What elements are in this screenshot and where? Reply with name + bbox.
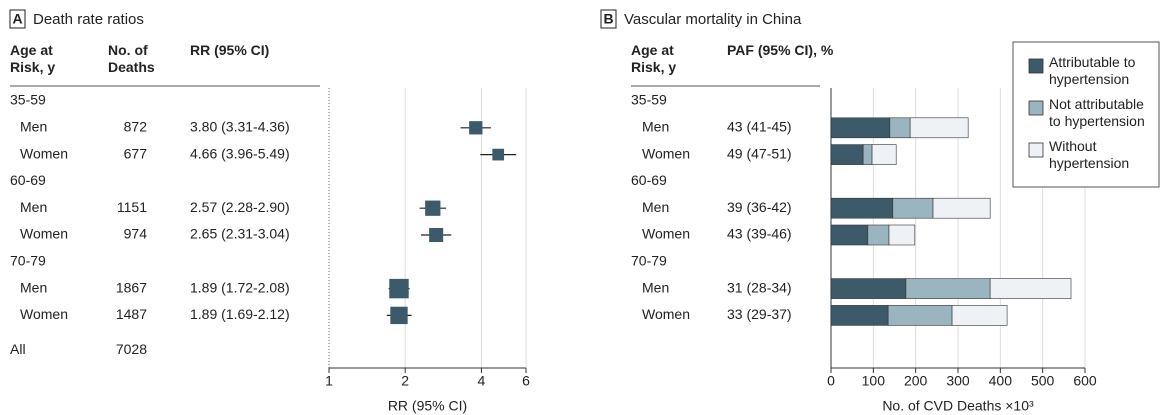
legend-swatch <box>1028 100 1044 116</box>
bar-segment <box>862 144 873 165</box>
deaths: 872 <box>124 119 148 135</box>
row-label: Men <box>642 199 669 215</box>
row-label: Women <box>642 226 690 242</box>
bar-segment <box>932 197 991 219</box>
rr-label: 2.57 (2.28-2.90) <box>190 199 290 215</box>
rr-marker <box>425 200 441 216</box>
legend-swatch <box>1028 58 1044 74</box>
row-label: Women <box>20 306 68 322</box>
panel-label: A <box>12 11 22 27</box>
rr-label: 2.65 (2.31-3.04) <box>190 226 290 242</box>
row-label: Men <box>20 199 47 215</box>
row-label: Men <box>20 119 47 135</box>
row-label: All <box>10 341 26 357</box>
bar-segment <box>830 278 907 299</box>
deaths: 7028 <box>116 341 147 357</box>
column-header: PAF (95% CI), % <box>727 42 834 58</box>
bar-segment <box>951 305 1008 326</box>
bar-segment <box>909 117 969 139</box>
rr-marker <box>492 148 505 161</box>
deaths: 1867 <box>116 279 147 295</box>
row-label: Women <box>642 306 690 322</box>
rr-marker <box>389 278 409 299</box>
panel-title: Death rate ratios <box>33 11 144 28</box>
deaths: 974 <box>124 226 148 242</box>
row-label: Men <box>642 119 669 135</box>
column-header: Age at Risk, y <box>10 42 56 75</box>
rr-label: 1.89 (1.69-2.12) <box>190 306 290 322</box>
panel-box <box>600 9 617 29</box>
rr-marker <box>429 227 444 243</box>
rr-label: 1.89 (1.72-2.08) <box>190 279 290 295</box>
x-tick-label: 6 <box>522 373 530 389</box>
bar-segment <box>887 305 953 326</box>
x-tick-label: 300 <box>946 373 970 389</box>
x-tick-label: 500 <box>1031 373 1055 389</box>
bar-segment <box>892 197 934 219</box>
paf-label: 43 (39-46) <box>727 226 792 242</box>
bar-segment <box>830 224 869 246</box>
paf-label: 31 (28-34) <box>727 279 792 295</box>
x-tick-label: 600 <box>1073 373 1097 389</box>
bar-segment <box>830 305 889 326</box>
bar-segment <box>830 197 894 219</box>
rr-label: 4.66 (3.96-5.49) <box>190 145 290 161</box>
deaths: 1487 <box>116 306 147 322</box>
row-label: 60-69 <box>10 172 46 188</box>
x-axis-label: No. of CVD Deaths ×10³ <box>882 398 1034 414</box>
x-axis-label: RR (95% CI) <box>388 398 467 414</box>
column-header: No. of Deaths <box>108 42 155 75</box>
x-tick-label: 4 <box>478 373 486 389</box>
row-label: Men <box>20 279 47 295</box>
rr-marker <box>390 306 408 325</box>
x-tick-label: 2 <box>401 373 409 389</box>
paf-label: 49 (47-51) <box>727 145 792 161</box>
row-label: 35-59 <box>631 92 667 108</box>
column-header: RR (95% CI) <box>190 42 270 58</box>
row-label: 35-59 <box>10 92 46 108</box>
bar-segment <box>830 144 864 165</box>
x-tick-label: 0 <box>827 373 835 389</box>
bar-segment <box>889 117 911 139</box>
bar-segment <box>905 278 991 299</box>
legend-label: Not attributable to hypertension <box>1049 96 1145 129</box>
bar-segment <box>830 117 891 139</box>
legend-label: Without hypertension <box>1049 138 1130 171</box>
panel-box <box>9 9 26 29</box>
panel-label: B <box>603 11 613 27</box>
paf-label: 39 (36-42) <box>727 199 792 215</box>
legend-swatch <box>1028 142 1044 158</box>
row-label: Women <box>20 145 68 161</box>
bar-segment <box>871 144 897 165</box>
x-tick-label: 200 <box>904 373 928 389</box>
row-label: Women <box>20 226 68 242</box>
row-label: 60-69 <box>631 172 667 188</box>
bar-segment <box>867 224 890 246</box>
x-tick-label: 1 <box>325 373 333 389</box>
legend-label: Attributable to hypertension <box>1049 54 1136 87</box>
bar-segment <box>989 278 1072 299</box>
x-tick-label: 400 <box>989 373 1013 389</box>
row-label: 70-79 <box>10 253 46 269</box>
rr-marker <box>469 121 483 135</box>
deaths: 677 <box>124 145 148 161</box>
column-header: Age at Risk, y <box>631 42 677 75</box>
panel-title: Vascular mortality in China <box>624 11 802 28</box>
paf-label: 43 (41-45) <box>727 119 792 135</box>
paf-label: 33 (29-37) <box>727 306 792 322</box>
row-label: Women <box>642 145 690 161</box>
rr-label: 3.80 (3.31-4.36) <box>190 119 290 135</box>
row-label: Men <box>642 279 669 295</box>
deaths: 1151 <box>117 199 147 215</box>
x-tick-label: 100 <box>862 373 886 389</box>
row-label: 70-79 <box>631 253 667 269</box>
bar-segment <box>888 224 916 246</box>
